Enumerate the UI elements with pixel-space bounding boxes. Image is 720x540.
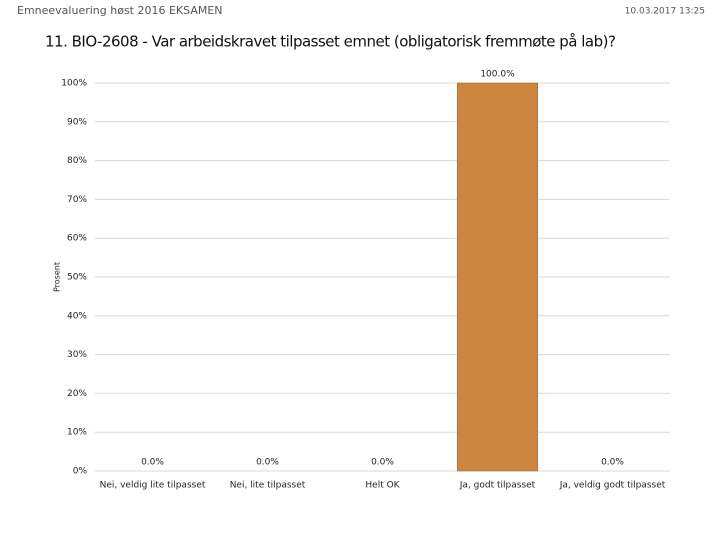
y-tick-label: 10% [67, 428, 87, 438]
value-label: 0.0% [141, 458, 164, 468]
value-label: 0.0% [601, 458, 624, 468]
y-tick-label: 30% [67, 350, 87, 360]
value-label: 0.0% [256, 458, 279, 468]
x-tick-label: Ja, veldig godt tilpasset [559, 481, 666, 491]
y-tick-label: 90% [67, 117, 87, 127]
bar [457, 82, 538, 472]
y-axis-label: Prosent [53, 262, 62, 292]
x-tick-label: Nei, lite tilpasset [230, 481, 306, 491]
x-tick-label: Nei, veldig lite tilpasset [100, 481, 206, 491]
y-tick-label: 80% [67, 156, 87, 166]
y-tick-label: 70% [67, 195, 87, 205]
y-tick-label: 100% [61, 79, 87, 89]
x-tick-label: Helt OK [365, 481, 400, 491]
value-label: 100.0% [480, 70, 515, 80]
value-label: 0.0% [371, 458, 394, 468]
y-tick-label: 50% [67, 273, 87, 283]
header-timestamp: 10.03.2017 13:25 [625, 7, 705, 17]
y-tick-label: 20% [67, 389, 87, 399]
x-tick-label: Ja, godt tilpasset [459, 481, 536, 491]
y-tick-label: 60% [67, 234, 87, 244]
y-tick-label: 40% [67, 311, 87, 321]
header-title: Emneevaluering høst 2016 EKSAMEN [17, 4, 223, 17]
y-tick-label: 0% [73, 467, 88, 477]
chart-title: 11. BIO-2608 - Var arbeidskravet tilpass… [45, 33, 615, 51]
